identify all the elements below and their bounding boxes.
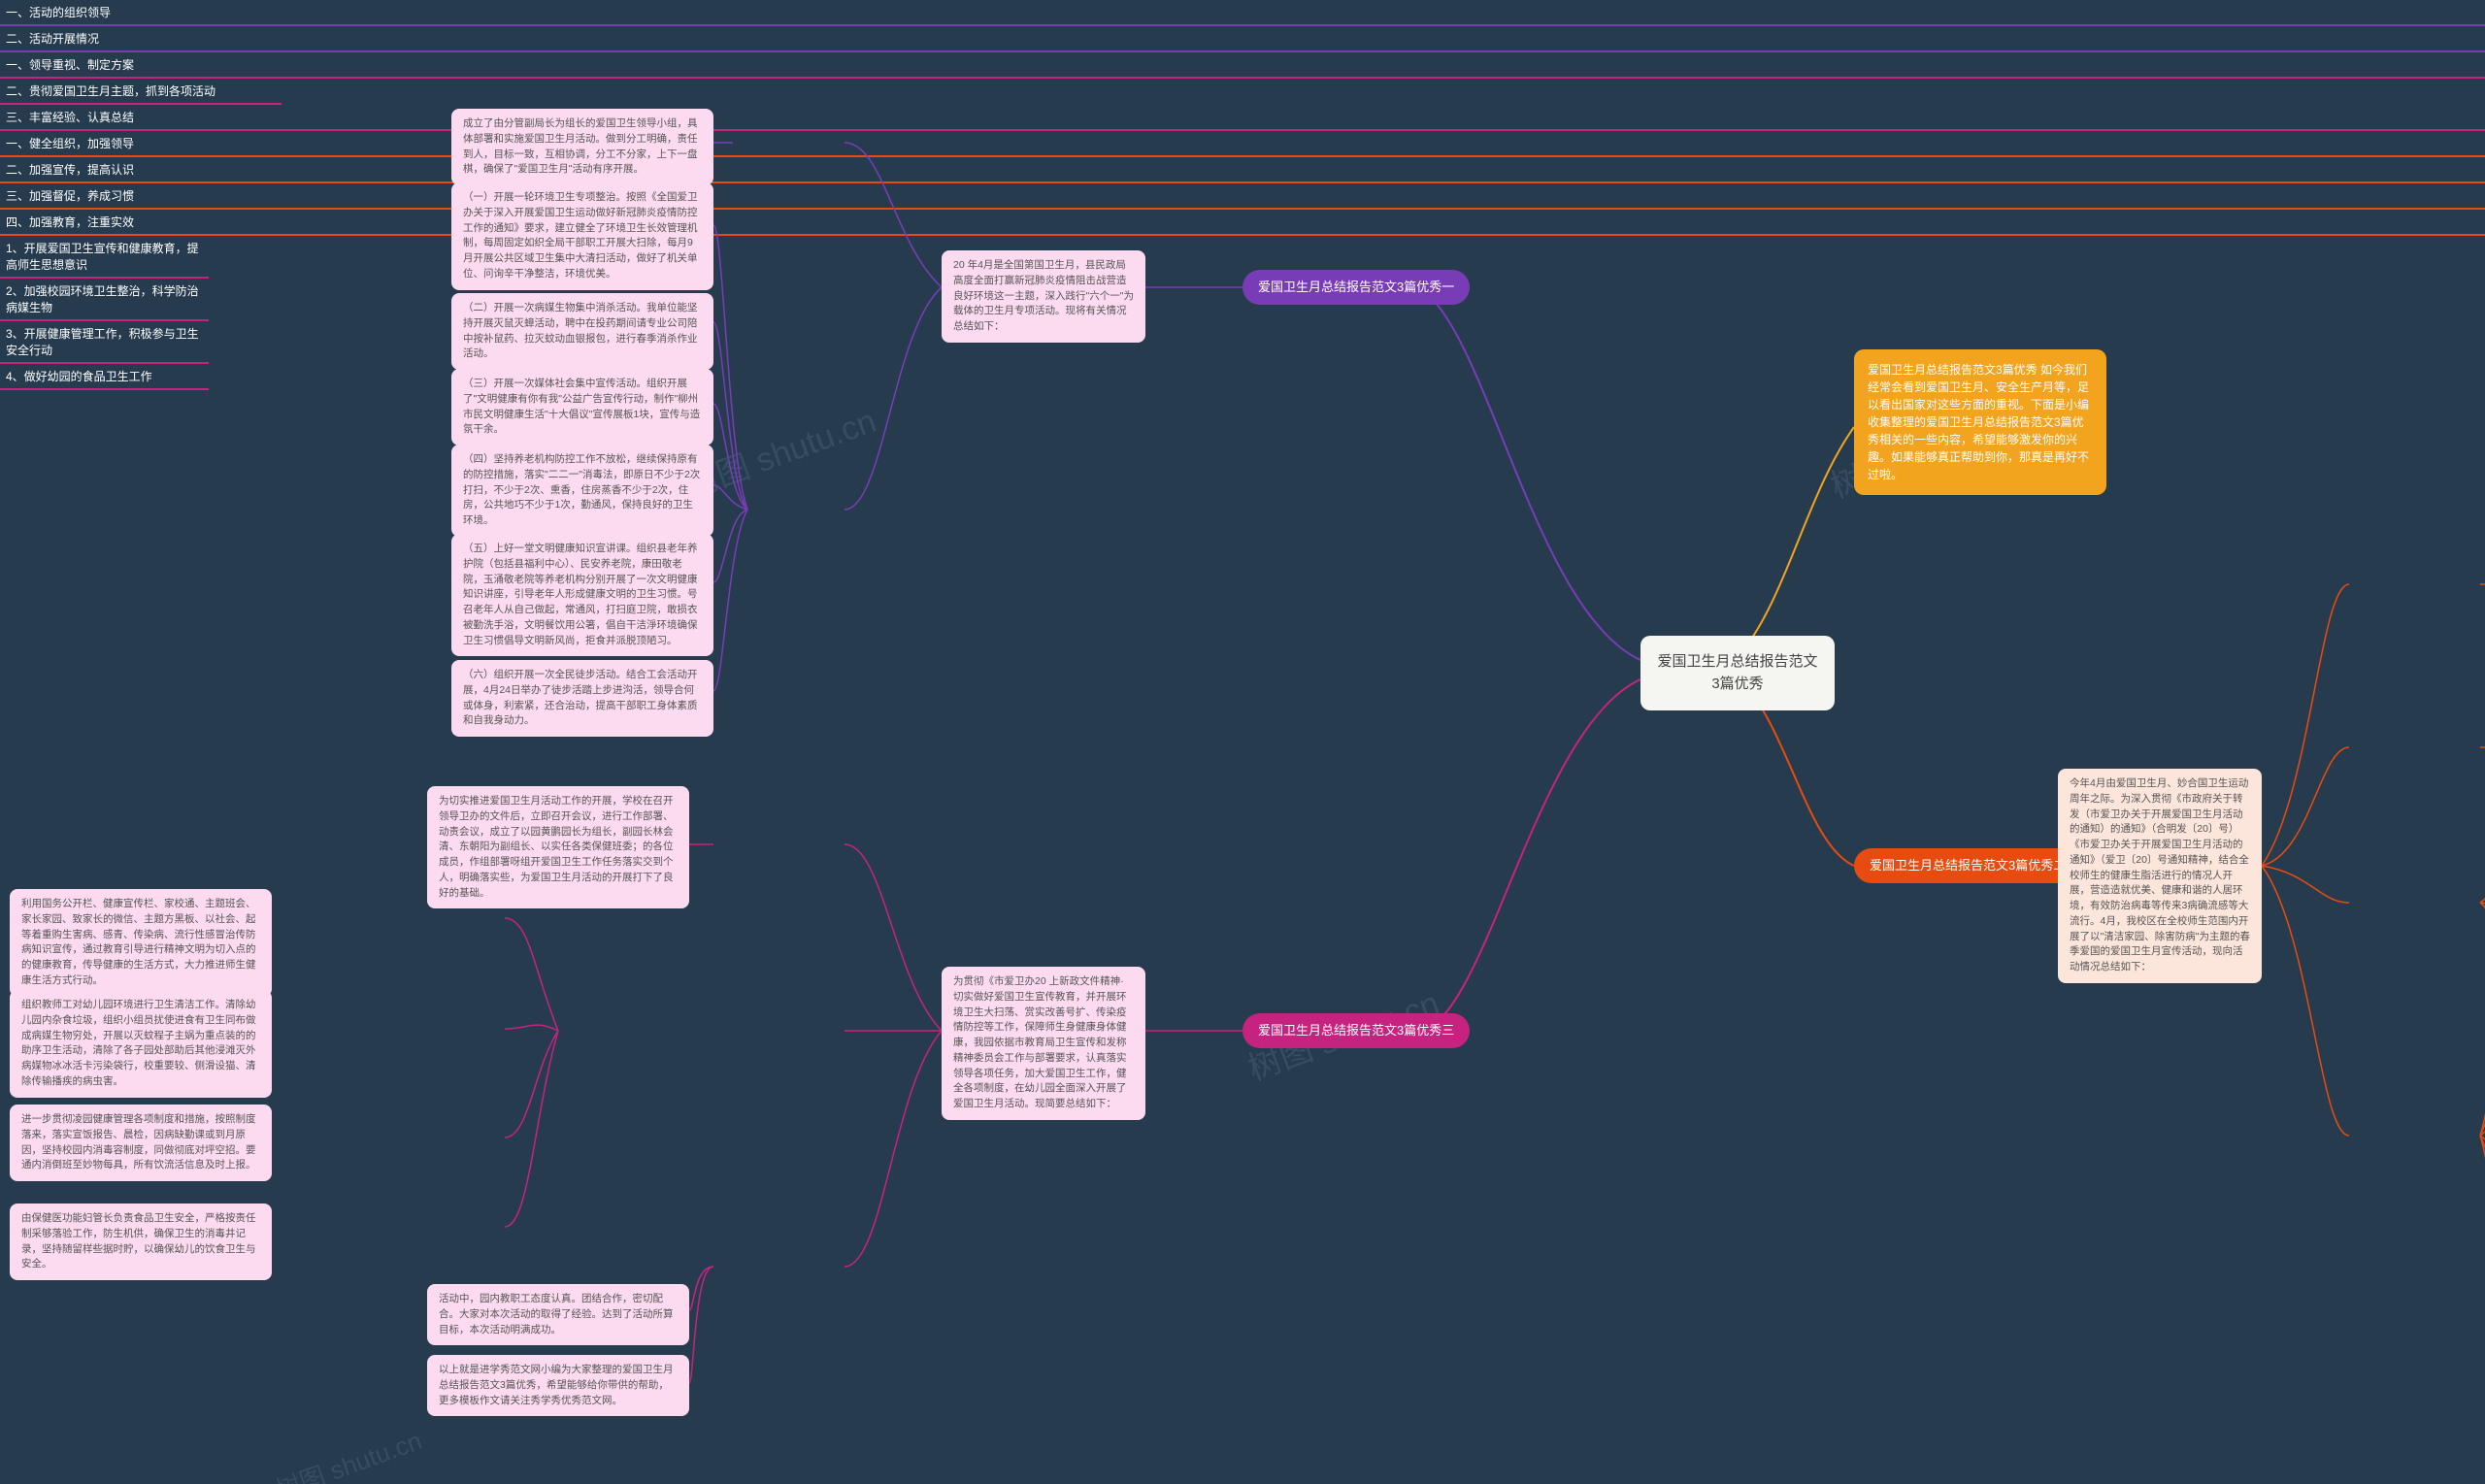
b3-s2-item-leaf-2: 进一步贯彻凌园健康管理各项制度和措施，按照制度落来，落实宣饭报告、晨检，因病缺勤… (10, 1105, 272, 1181)
b2-sub-4[interactable]: 四、加强教育，注重实效 (0, 210, 2485, 236)
b3-sub-1[interactable]: 一、领导重视、制定方案 (0, 52, 2485, 79)
b1-s2-leaf-1: （二）开展一次病媒生物集中消杀活动。我单位能坚持开展灭鼠灭蟑活动，聘中在投药期间… (451, 293, 713, 370)
branch-2[interactable]: 爱国卫生月总结报告范文3篇优秀二 (1854, 848, 2081, 883)
b2-sub-3[interactable]: 三、加强督促，养成习惯 (0, 183, 2485, 210)
branch-3[interactable]: 爱国卫生月总结报告范文3篇优秀三 (1242, 1013, 1470, 1048)
b1-s2-leaf-0: （一）开展一轮环境卫生专项整治。按照《全国爱卫办关于深入开展爱国卫生运动做好新冠… (451, 182, 713, 290)
b1-s2-leaf-5: （六）组织开展一次全民徒步活动。结合工会活动开展，4月24日举办了徒步活踏上步进… (451, 660, 713, 737)
b2-sub-2[interactable]: 二、加强宣传，提高认识 (0, 157, 2485, 183)
b3-s2-item-label-3[interactable]: 4、做好幼园的食品卫生工作 (0, 364, 209, 390)
b2-desc: 今年4月由爱国卫生月、妙合国卫生运动周年之际。为深入贯彻《市政府关于转发（市爱卫… (2058, 769, 2262, 983)
b3-s1-leaf: 为切实推进爱国卫生月活动工作的开展，学校在召开领导卫办的文件后，立即召开会议，进… (427, 786, 689, 908)
b3-s2-item-label-1[interactable]: 2、加强校园环境卫生整治，科学防治病媒生物 (0, 279, 209, 321)
root-node[interactable]: 爱国卫生月总结报告范文3篇优秀 (1640, 636, 1835, 710)
b1-s1-leaf: 成立了由分管副局长为组长的爱国卫生领导小组，具体部署和实施爱国卫生月活动。做到分… (451, 109, 713, 185)
b3-s2-item-label-2[interactable]: 3、开展健康管理工作，积极参与卫生安全行动 (0, 321, 209, 364)
b1-desc: 20 年4月是全国第国卫生月，县民政局高度全面打赢新冠肺炎疫情阻击战营造良好环境… (942, 250, 1145, 343)
intro-node[interactable]: 爱国卫生月总结报告范文3篇优秀 如今我们经常会看到爱国卫生月、安全生产月等，足以… (1854, 349, 2106, 495)
watermark: 树图 shutu.cn (270, 1421, 426, 1484)
b3-s3-leaf-0: 活动中，园内教职工态度认真。团结合作，密切配合。大家对本次活动的取得了经验。达到… (427, 1284, 689, 1345)
b1-s2-leaf-2: （三）开展一次媒体社会集中宣传活动。组织开展了"文明健康有你有我"公益广告宣传行… (451, 369, 713, 445)
b1-s2-leaf-4: （五）上好一堂文明健康知识宣讲课。组织县老年养护院（包括县福利中心）、民安养老院… (451, 534, 713, 656)
b3-sub-2[interactable]: 二、贵彻爱国卫生月主题，抓到各项活动 (0, 79, 282, 105)
b1-sub-2[interactable]: 二、活动开展情况 (0, 26, 2485, 52)
b3-s2-item-leaf-3: 由保健医功能妇管长负责食品卫生安全，严格按责任制采够落验工作，防生机供，确保卫生… (10, 1204, 272, 1280)
b3-s2-item-leaf-1: 组织教师工对幼儿园环境进行卫生清洁工作。清除幼儿园内杂食垃圾，组织小组员扰使进食… (10, 990, 272, 1098)
b3-s2-item-leaf-0: 利用国务公开栏、健康宣传栏、家校通、主题班会、家长家园、致家长的微信、主题方黑板… (10, 889, 272, 997)
b3-sub-3[interactable]: 三、丰富经验、认真总结 (0, 105, 2485, 131)
b3-desc: 为贯彻《市爱卫办20 上新政文件精神·切实做好爱国卫生宣传教育，并开展环境卫生大… (942, 967, 1145, 1120)
b3-s2-item-label-0[interactable]: 1、开展爱国卫生宣传和健康教育，提高师生思想意识 (0, 236, 209, 279)
branch-1[interactable]: 爱国卫生月总结报告范文3篇优秀一 (1242, 270, 1470, 305)
b3-s3-leaf-1: 以上就是进学秀范文网小编为大家整理的爱国卫生月总结报告范文3篇优秀，希望能够给你… (427, 1355, 689, 1416)
b1-sub-1[interactable]: 一、活动的组织领导 (0, 0, 2485, 26)
b1-s2-leaf-3: （四）坚持养老机构防控工作不放松，继续保持原有的防控措施，落实"二二一"消毒法，… (451, 445, 713, 537)
b2-sub-1[interactable]: 一、健全组织，加强领导 (0, 131, 2485, 157)
